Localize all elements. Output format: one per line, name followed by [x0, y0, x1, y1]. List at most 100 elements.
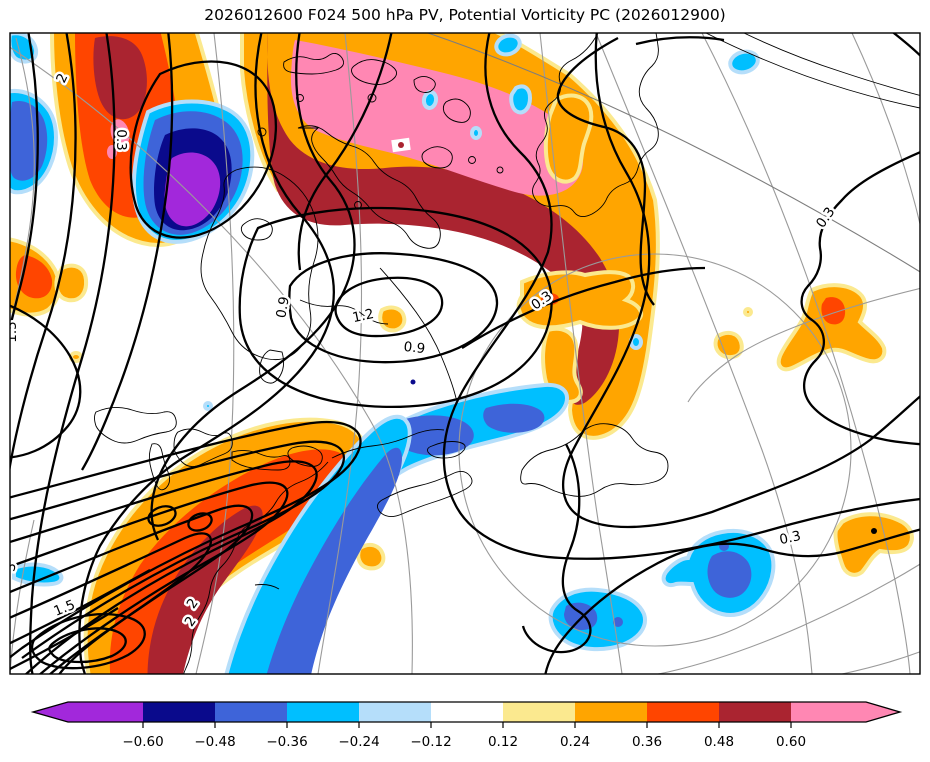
contour-label: 1.2 [351, 306, 375, 326]
map-shape [635, 36, 725, 46]
map-shape [187, 512, 213, 532]
map-shape [458, 253, 852, 647]
map-shape [148, 443, 171, 491]
colorbar-segment [287, 702, 359, 722]
map-shape [48, 627, 127, 664]
colorbar-segment [143, 702, 215, 722]
map-shape [544, 528, 920, 674]
colorbar-tick-label: 0.48 [704, 734, 734, 750]
map-shape [10, 33, 77, 473]
map-shape [356, 542, 386, 571]
colorbar-segment [647, 702, 719, 722]
map-shape [10, 46, 413, 674]
map-shape [468, 156, 476, 164]
map-shape [548, 587, 647, 652]
map-shape [147, 505, 177, 527]
colorbar-tick-label: −0.36 [266, 734, 307, 750]
map-shape [543, 93, 594, 184]
map-shape [483, 403, 545, 433]
map-shape [705, 33, 920, 109]
greenland-coast [532, 33, 659, 217]
map-shape [334, 276, 444, 338]
colorbar-tick-label: −0.12 [410, 734, 451, 750]
map-shape [398, 142, 404, 148]
map-shape [442, 98, 471, 123]
colorbar-tick-label: −0.60 [122, 734, 163, 750]
map-shape [297, 33, 393, 271]
contour-label: 1.5 [4, 321, 20, 342]
colorbar-segment [719, 702, 791, 722]
map-shape [10, 607, 119, 671]
map-shape [81, 33, 174, 471]
map-shape [266, 447, 402, 674]
coastlines [94, 33, 920, 674]
map-shape [841, 651, 920, 674]
map-shape [891, 33, 920, 57]
pv-contours [10, 33, 920, 674]
figure-title: 2026012600 F024 500 hPa PV, Potential Vo… [204, 6, 725, 24]
map-shape [561, 33, 920, 529]
map-shape [10, 304, 82, 459]
contour-label: 0.3 [113, 129, 129, 150]
nova-scotia [377, 471, 473, 517]
map-shape [613, 617, 623, 627]
map-shape [351, 59, 397, 85]
map-shape [701, 33, 911, 674]
colorbar-segment [575, 702, 647, 722]
map-shape [421, 146, 453, 169]
map-shape [707, 551, 752, 598]
contour-label: 0.9 [403, 339, 426, 357]
map-shape [379, 267, 457, 399]
map-shape [442, 33, 920, 560]
map-shape [851, 33, 920, 227]
colorbar: −0.60 −0.48 −0.36 −0.24 −0.12 0.12 0.24 0.36 0.4… [30, 701, 903, 750]
map-shape [470, 126, 482, 140]
map-shape [287, 445, 323, 467]
map-shape [10, 37, 35, 325]
map-shape [10, 481, 289, 674]
map-shape [259, 349, 285, 384]
map-shape [427, 441, 466, 459]
map-shape [10, 440, 345, 659]
colorbar-segment [215, 702, 287, 722]
map-shape [290, 40, 584, 196]
map-shape [10, 460, 318, 674]
colorbar-outline [30, 701, 903, 723]
map-shape [12, 562, 64, 587]
map-shape [93, 36, 147, 120]
graticule-gridlines [10, 33, 920, 674]
map-shape [800, 151, 920, 446]
map-shape [461, 266, 706, 349]
map-shape [267, 33, 620, 405]
colorbar-segment [431, 702, 503, 722]
contour-label: 0.3 [778, 528, 802, 548]
map-shape [203, 401, 213, 411]
colorbar-segment [359, 702, 431, 722]
map-shape [30, 612, 146, 670]
map-shape [509, 84, 533, 115]
map-shape [821, 297, 846, 325]
map-shape [150, 33, 356, 541]
map-shape [833, 512, 914, 577]
map-shape [413, 75, 436, 93]
map-shape [10, 33, 39, 333]
colorbar-tick-label: 0.60 [776, 734, 806, 750]
map-shape [195, 33, 235, 674]
map-shape [713, 330, 744, 360]
pv-positive-fill [776, 283, 887, 372]
colorbar-tick-label: 0.12 [488, 734, 518, 750]
map-shape [728, 49, 760, 75]
map-shape [871, 528, 877, 534]
map-shape [283, 53, 344, 75]
map-shape [521, 443, 592, 654]
map-shape [10, 568, 151, 645]
map-shape [317, 33, 363, 674]
map-shape [595, 33, 813, 674]
contour-label: 1.5 [52, 597, 78, 620]
map-area: 0.3 2 0.9 1.2 0.9 0.3 0.3 0.3 1.5 3 1.5 … [4, 33, 920, 674]
colorbar-extend-high [791, 702, 900, 722]
map-shape [556, 36, 655, 306]
map-shape [29, 33, 116, 674]
map-frame [9, 32, 921, 675]
